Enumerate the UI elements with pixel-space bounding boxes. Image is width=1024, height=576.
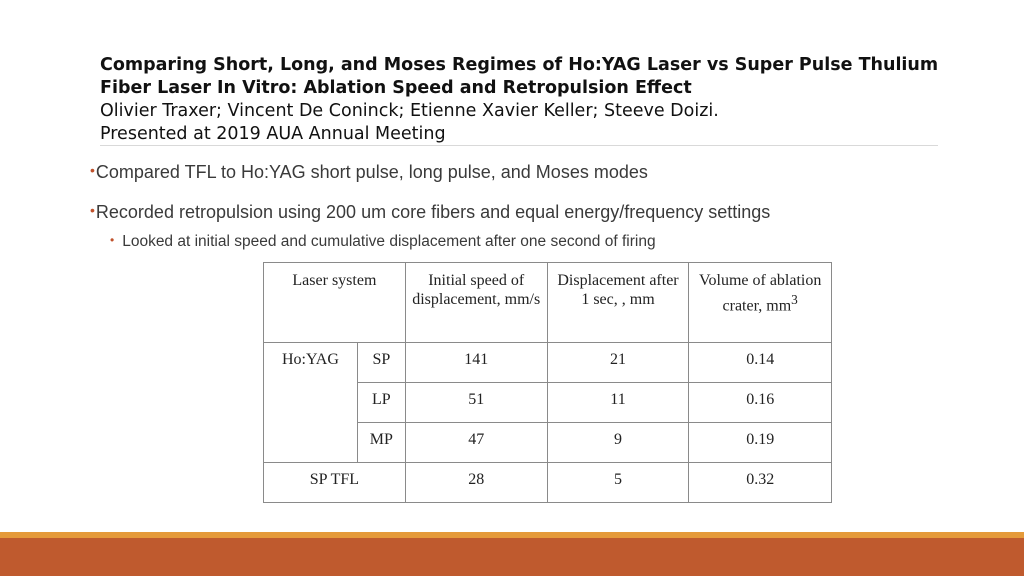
displacement-cell: 5 bbox=[546, 462, 690, 503]
footer-accent-strip bbox=[0, 532, 1024, 538]
volume-cell: 0.32 bbox=[688, 462, 832, 503]
slide-title: Comparing Short, Long, and Moses Regimes… bbox=[100, 55, 939, 98]
mode-cell: LP bbox=[356, 382, 406, 423]
bullet-text: Recorded retropulsion using 200 um core … bbox=[95, 202, 771, 222]
bullet-dot-icon: • bbox=[90, 162, 95, 178]
results-table: Laser system Initial speed of displaceme… bbox=[263, 262, 832, 503]
table-row: MP 47 9 0.19 bbox=[264, 422, 832, 463]
bullet-dot-icon: • bbox=[90, 202, 95, 218]
bullet-item: •Recorded retropulsion using 200 um core… bbox=[90, 198, 940, 224]
speed-cell: 28 bbox=[404, 462, 548, 503]
table-header-row: Laser system Initial speed of displaceme… bbox=[263, 262, 832, 343]
hoyag-group-label: Ho:YAG bbox=[263, 342, 358, 463]
header-displacement: Displacement after 1 sec, , mm bbox=[546, 262, 690, 343]
bullet-list: •Compared TFL to Ho:YAG short pulse, lon… bbox=[90, 158, 940, 252]
mode-cell: MP bbox=[356, 422, 406, 463]
bullet-dot-icon: • bbox=[110, 233, 115, 247]
footer-accent-bar bbox=[0, 538, 1024, 576]
authors-line: Olivier Traxer; Vincent De Coninck; Etie… bbox=[100, 101, 719, 121]
displacement-cell: 21 bbox=[546, 342, 690, 383]
table-row: Ho:YAG SP 141 21 0.14 bbox=[263, 342, 832, 463]
header-divider bbox=[100, 145, 938, 146]
header-laser-system: Laser system bbox=[263, 262, 406, 343]
displacement-cell: 11 bbox=[546, 382, 690, 423]
volume-cell: 0.16 bbox=[688, 382, 832, 423]
sub-bullet-item: • Looked at initial speed and cumulative … bbox=[110, 230, 940, 252]
slide-header: Comparing Short, Long, and Moses Regimes… bbox=[100, 54, 940, 146]
meeting-line: Presented at 2019 AUA Annual Meeting bbox=[100, 124, 446, 144]
header-volume: Volume of ablation crater, mm3 bbox=[688, 262, 832, 343]
sub-bullet-text: Looked at initial speed and cumulative d… bbox=[122, 233, 656, 250]
bullet-item: •Compared TFL to Ho:YAG short pulse, lon… bbox=[90, 158, 940, 184]
volume-cell: 0.19 bbox=[688, 422, 832, 463]
header-volume-superscript: 3 bbox=[791, 292, 798, 307]
tfl-label-cell: SP TFL bbox=[263, 462, 406, 503]
mode-cell: SP bbox=[356, 342, 406, 383]
displacement-cell: 9 bbox=[546, 422, 690, 463]
header-initial-speed: Initial speed of displacement, mm/s bbox=[404, 262, 548, 343]
speed-cell: 141 bbox=[404, 342, 548, 383]
table-row: LP 51 11 0.16 bbox=[264, 382, 832, 423]
volume-cell: 0.14 bbox=[688, 342, 832, 383]
bullet-text: Compared TFL to Ho:YAG short pulse, long… bbox=[95, 162, 648, 182]
header-volume-text: Volume of ablation crater, mm bbox=[699, 272, 822, 315]
speed-cell: 47 bbox=[404, 422, 548, 463]
table-row: SP TFL 28 5 0.32 bbox=[263, 462, 832, 503]
speed-cell: 51 bbox=[404, 382, 548, 423]
